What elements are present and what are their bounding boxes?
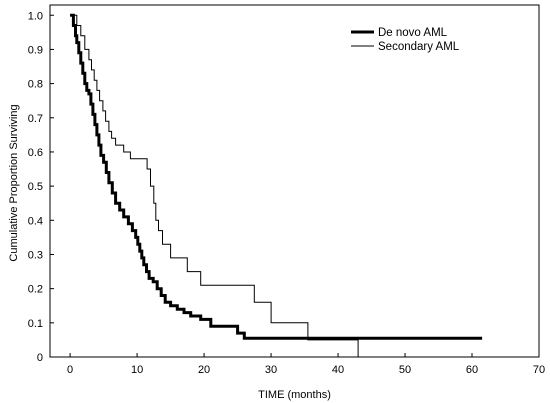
x-tick-label: 40: [332, 364, 344, 376]
y-tick-label: 1.0: [28, 10, 43, 22]
x-axis: 0 10 20 30 40 50 60 70: [67, 353, 545, 376]
x-tick-label: 0: [67, 364, 73, 376]
y-tick-label: 0.3: [28, 249, 43, 261]
legend-label-secondary: Secondary AML: [378, 41, 460, 53]
x-tick-label: 10: [131, 364, 143, 376]
series-line-de-novo: [70, 13, 483, 340]
y-tick-label: 0.8: [28, 79, 43, 91]
y-tick-label: 0.1: [28, 318, 43, 330]
series-line-secondary: [70, 14, 359, 357]
legend-label-de-novo: De novo AML: [378, 27, 448, 39]
y-tick-label: 0: [37, 352, 43, 364]
x-tick-label: 30: [265, 364, 277, 376]
x-tick-label: 50: [399, 364, 411, 376]
y-tick-label: 0.4: [28, 215, 43, 227]
y-tick-label: 0.5: [28, 181, 43, 193]
legend: De novo AML Secondary AML: [351, 27, 460, 53]
x-tick-label: 70: [533, 364, 545, 376]
y-axis: 0 0.1 0.2 0.3 0.4 0.5 0.6 0.7 0.8 0.9 1.0: [28, 10, 54, 364]
x-axis-label: TIME (months): [258, 389, 331, 401]
y-tick-label: 0.9: [28, 44, 43, 56]
x-tick-label: 20: [198, 364, 210, 376]
x-tick-label: 60: [466, 364, 478, 376]
y-tick-label: 0.6: [28, 147, 43, 159]
y-tick-label: 0.2: [28, 284, 43, 296]
plot-frame: [49, 4, 540, 358]
y-tick-label: 0.7: [28, 113, 43, 125]
plot-area: [70, 13, 483, 357]
y-axis-label: Cumulative Proportion Surviving: [8, 104, 20, 261]
